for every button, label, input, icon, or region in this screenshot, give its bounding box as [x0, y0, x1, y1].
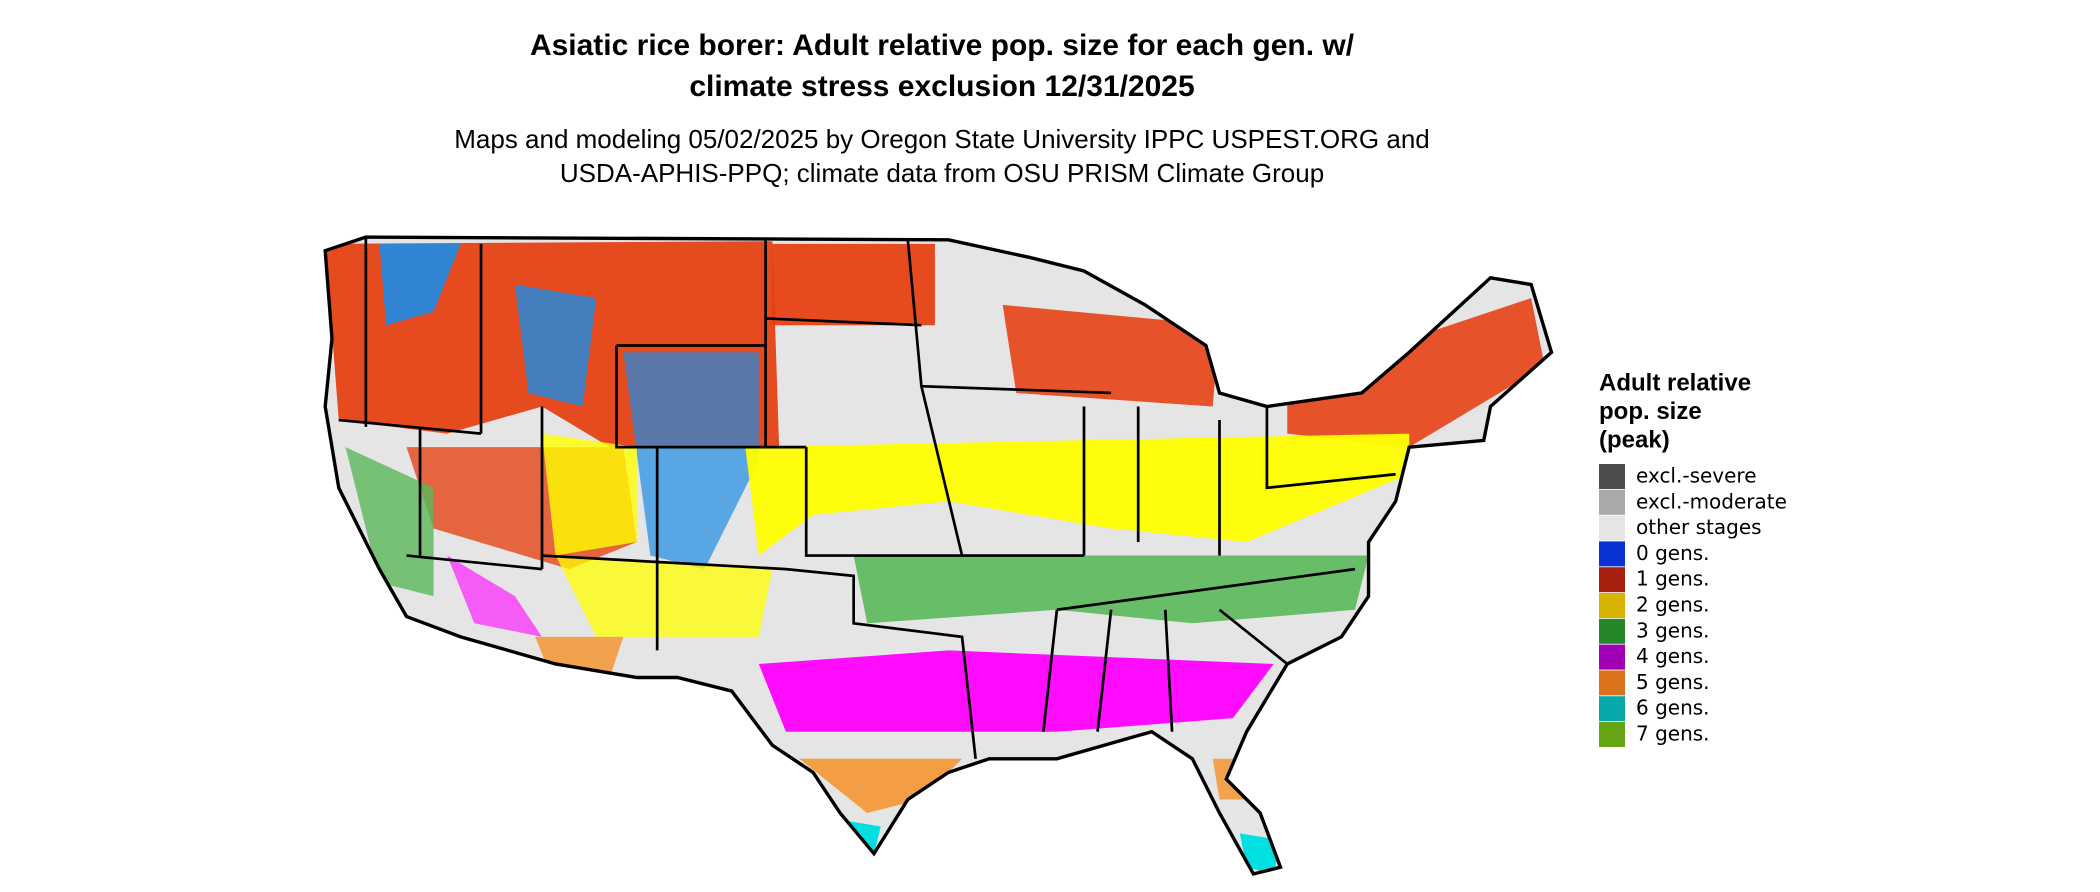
legend-swatch — [1599, 722, 1625, 747]
legend-swatch — [1599, 541, 1625, 567]
legend-label: 7 gens. — [1636, 722, 1710, 746]
legend-swatch — [1599, 670, 1625, 696]
legend-label: excl.-moderate — [1636, 489, 1787, 513]
legend-label: excl.-severe — [1636, 464, 1757, 488]
legend-label: 1 gens. — [1636, 567, 1710, 591]
title: climate stress exclusion 12/31/2025 — [689, 70, 1194, 103]
legend-swatch — [1599, 644, 1625, 670]
subtitle: USDA-APHIS-PPQ; climate data from OSU PR… — [560, 158, 1324, 188]
legend-label: 4 gens. — [1636, 644, 1710, 668]
subtitle: Maps and modeling 05/02/2025 by Oregon S… — [454, 124, 1430, 154]
legend-label: 3 gens. — [1636, 618, 1710, 642]
legend-title: pop. size — [1599, 398, 1702, 425]
legend-swatch — [1599, 696, 1625, 722]
legend-label: 6 gens. — [1636, 696, 1710, 720]
title: Asiatic rice borer: Adult relative pop. … — [530, 29, 1355, 62]
national-border — [323, 235, 1554, 876]
legend-swatch — [1599, 489, 1625, 515]
legend-swatch — [1599, 567, 1625, 593]
legend-swatch — [1599, 618, 1625, 644]
map — [323, 235, 1554, 876]
legend-label: 2 gens. — [1636, 593, 1710, 617]
legend-swatch — [1599, 593, 1625, 618]
legend-swatch — [1599, 515, 1625, 541]
legend-title: Adult relative — [1599, 369, 1751, 396]
legend-title: (peak) — [1599, 426, 1670, 453]
legend-label: 5 gens. — [1636, 670, 1710, 694]
legend-swatch — [1599, 464, 1625, 489]
legend-label: 0 gens. — [1636, 541, 1710, 565]
legend-label: other stages — [1636, 515, 1762, 539]
state-borders — [338, 237, 1396, 759]
